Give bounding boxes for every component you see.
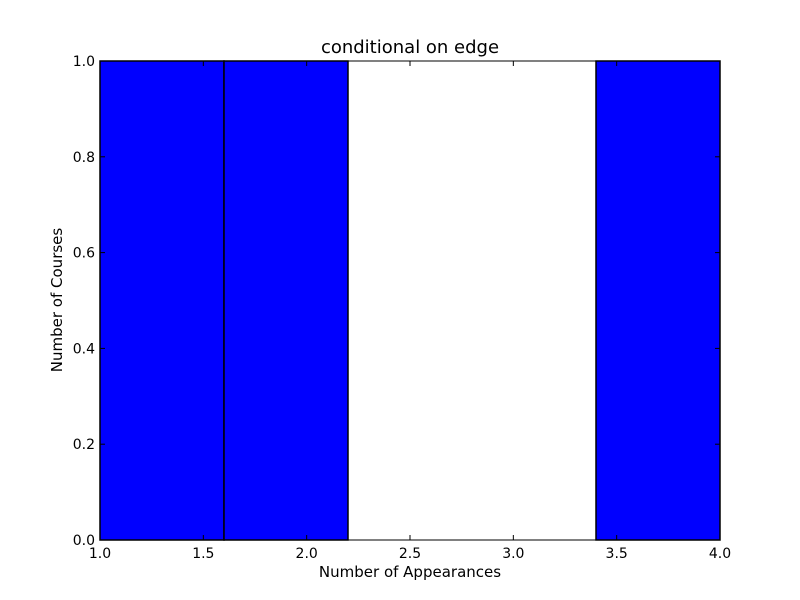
x-tick-label: 3.5 <box>606 546 628 562</box>
chart-title: conditional on edge <box>321 37 499 58</box>
x-tick-label: 1.0 <box>89 546 111 562</box>
y-tick-label: 0.6 <box>73 246 95 262</box>
x-tick-label: 4.0 <box>709 546 731 562</box>
x-tick-label: 2.5 <box>399 546 421 562</box>
histogram-bar-1 <box>99 60 225 541</box>
y-axis-ticks: 0.0 0.2 0.4 0.6 0.8 1.0 <box>73 54 720 549</box>
x-tick-label: 3.0 <box>502 546 524 562</box>
x-tick-label: 1.5 <box>192 546 214 562</box>
y-tick-label: 0.4 <box>73 341 95 357</box>
histogram-bar-5 <box>595 60 721 541</box>
bars-group <box>99 60 721 541</box>
y-axis-label: Number of Courses <box>48 228 66 373</box>
y-tick-label: 0.0 <box>73 533 95 549</box>
histogram-bar-2 <box>223 60 349 541</box>
y-tick-label: 0.8 <box>73 150 95 166</box>
x-axis-label: Number of Appearances <box>319 563 501 581</box>
x-tick-label: 2.0 <box>296 546 318 562</box>
y-tick-label: 0.2 <box>73 437 95 453</box>
y-tick-label: 1.0 <box>73 54 95 70</box>
x-axis-ticks: 1.0 1.5 2.0 2.5 3.0 3.5 4.0 <box>89 61 731 562</box>
